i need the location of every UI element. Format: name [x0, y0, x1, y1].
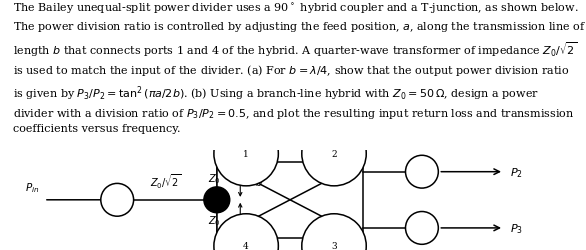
- Ellipse shape: [214, 214, 278, 250]
- Ellipse shape: [406, 156, 438, 188]
- Text: 3: 3: [331, 242, 337, 250]
- Text: 1: 1: [243, 150, 249, 158]
- Text: $P_3$: $P_3$: [510, 221, 523, 235]
- Text: $Z_0$: $Z_0$: [208, 213, 221, 227]
- Text: $Z_0$: $Z_0$: [208, 171, 221, 185]
- Ellipse shape: [302, 122, 366, 186]
- Text: $Z_0/\sqrt{2}$: $Z_0/\sqrt{2}$: [149, 172, 181, 190]
- Ellipse shape: [302, 214, 366, 250]
- Text: $P_2$: $P_2$: [510, 165, 523, 179]
- Ellipse shape: [101, 184, 134, 216]
- Text: 2: 2: [331, 150, 337, 158]
- Bar: [217, 162, 363, 238]
- Text: $a$: $a$: [255, 214, 263, 224]
- Ellipse shape: [406, 212, 438, 244]
- Ellipse shape: [204, 187, 230, 213]
- Ellipse shape: [214, 122, 278, 186]
- Text: The Bailey unequal-split power divider uses a 90$^\circ$ hybrid coupler and a T-: The Bailey unequal-split power divider u…: [13, 2, 586, 134]
- Text: 4: 4: [243, 242, 249, 250]
- Text: $b$: $b$: [255, 175, 263, 187]
- Text: $P_{in}$: $P_{in}$: [25, 180, 39, 194]
